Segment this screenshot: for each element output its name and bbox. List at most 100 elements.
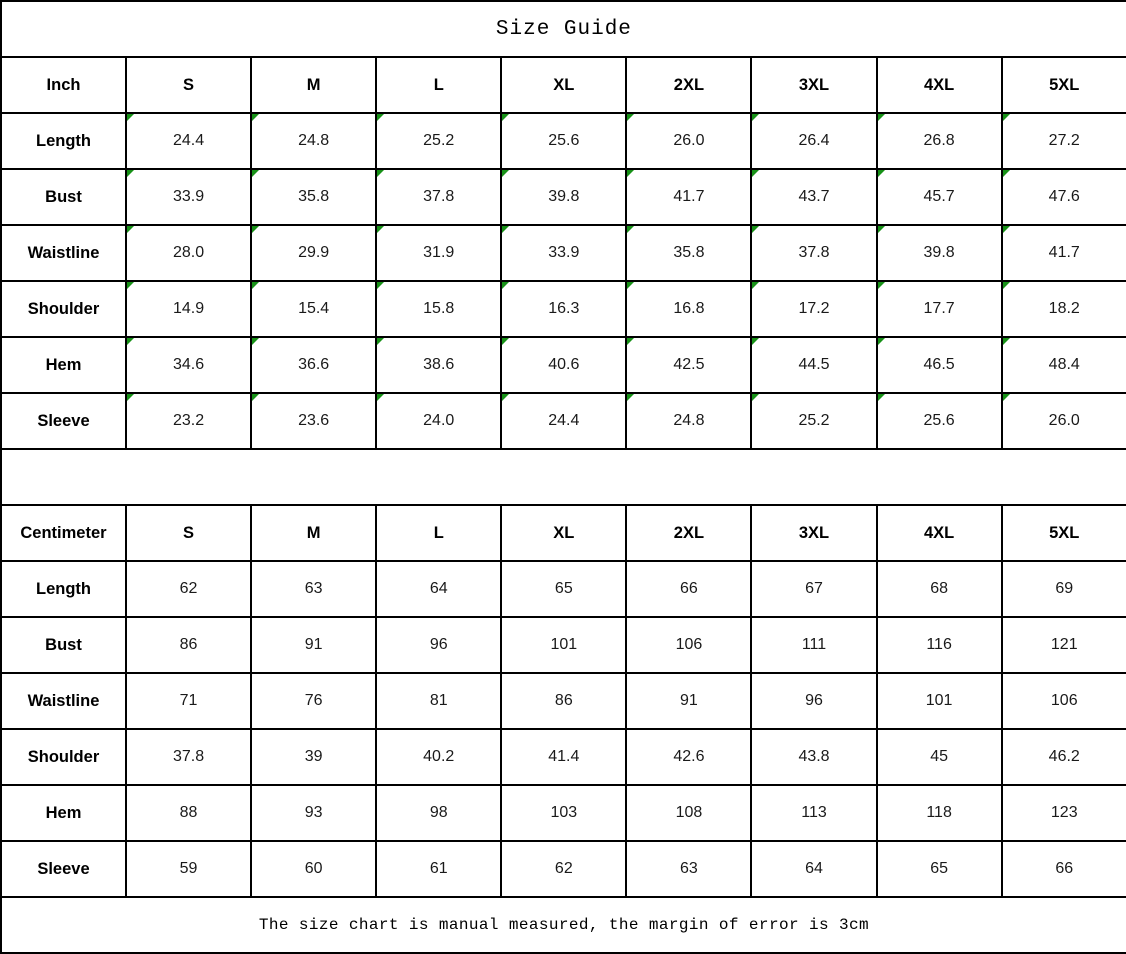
cell-cm-sleeve-s: 59: [124, 840, 253, 898]
cell-cm-hem-l: 98: [375, 784, 503, 842]
table-row: Length 62 63 64 65 66 67 68 69: [0, 560, 1126, 618]
footer-row: The size chart is manual measured, the m…: [0, 896, 1126, 954]
table-row: Length 24.4 24.8 25.2 25.6 26.0 26.4 26.…: [0, 112, 1126, 170]
cell-cm-shoulder-5xl: 46.2: [1000, 728, 1126, 786]
measurement-disclaimer: The size chart is manual measured, the m…: [0, 896, 1126, 954]
inch-unit-label: Inch: [0, 56, 127, 114]
table-row: Hem 88 93 98 103 108 113 118 123: [0, 784, 1126, 842]
cell-inch-length-l: 25.2: [375, 112, 503, 170]
cell-cm-length-2xl: 66: [625, 560, 753, 618]
cm-row-label-bust: Bust: [0, 616, 127, 674]
cell-cm-shoulder-4xl: 45: [875, 728, 1003, 786]
column-header-l: L: [375, 56, 503, 114]
cell-cm-hem-3xl: 113: [750, 784, 878, 842]
cm-column-header-4xl: 4XL: [875, 504, 1003, 562]
cell-inch-waistline-2xl: 35.8: [625, 224, 753, 282]
row-label-hem: Hem: [0, 336, 127, 394]
table-row: Waistline 28.0 29.9 31.9 33.9 35.8 37.8 …: [0, 224, 1126, 282]
cell-inch-sleeve-5xl: 26.0: [1000, 392, 1126, 450]
cell-inch-length-5xl: 27.2: [1000, 112, 1126, 170]
cell-inch-length-m: 24.8: [250, 112, 378, 170]
cell-inch-bust-5xl: 47.6: [1000, 168, 1126, 226]
cell-inch-length-4xl: 26.8: [875, 112, 1003, 170]
cell-cm-length-l: 64: [375, 560, 503, 618]
cell-cm-bust-4xl: 116: [875, 616, 1003, 674]
cell-cm-bust-l: 96: [375, 616, 503, 674]
page-title: Size Guide: [0, 0, 1126, 58]
cm-column-header-2xl: 2XL: [625, 504, 753, 562]
cell-inch-bust-s: 33.9: [124, 168, 253, 226]
cell-cm-length-s: 62: [124, 560, 253, 618]
cell-inch-sleeve-s: 23.2: [124, 392, 253, 450]
row-label-bust: Bust: [0, 168, 127, 226]
cell-inch-waistline-m: 29.9: [250, 224, 378, 282]
cell-cm-length-4xl: 68: [875, 560, 1003, 618]
cell-cm-hem-xl: 103: [500, 784, 628, 842]
cell-inch-shoulder-3xl: 17.2: [750, 280, 878, 338]
cell-cm-shoulder-l: 40.2: [375, 728, 503, 786]
spacer-row: [0, 448, 1126, 506]
cell-inch-shoulder-l: 15.8: [375, 280, 503, 338]
cell-inch-bust-xl: 39.8: [500, 168, 628, 226]
cell-cm-length-m: 63: [250, 560, 378, 618]
centimeter-unit-label: Centimeter: [0, 504, 127, 562]
cell-inch-bust-l: 37.8: [375, 168, 503, 226]
cell-cm-waistline-l: 81: [375, 672, 503, 730]
spacer-cell: [0, 448, 1126, 506]
cm-row-label-length: Length: [0, 560, 127, 618]
inch-header-row: Inch S M L XL 2XL 3XL 4XL 5XL: [0, 56, 1126, 114]
column-header-5xl: 5XL: [1000, 56, 1126, 114]
cell-cm-bust-3xl: 111: [750, 616, 878, 674]
cell-inch-hem-2xl: 42.5: [625, 336, 753, 394]
table-row: Shoulder 37.8 39 40.2 41.4 42.6 43.8 45 …: [0, 728, 1126, 786]
cell-inch-hem-xl: 40.6: [500, 336, 628, 394]
cell-cm-bust-5xl: 121: [1000, 616, 1126, 674]
cell-cm-hem-2xl: 108: [625, 784, 753, 842]
cell-inch-sleeve-l: 24.0: [375, 392, 503, 450]
cell-inch-shoulder-m: 15.4: [250, 280, 378, 338]
title-row: Size Guide: [0, 0, 1126, 58]
cell-inch-shoulder-xl: 16.3: [500, 280, 628, 338]
cell-inch-hem-5xl: 48.4: [1000, 336, 1126, 394]
cm-column-header-5xl: 5XL: [1000, 504, 1126, 562]
cell-cm-sleeve-m: 60: [250, 840, 378, 898]
table-row: Sleeve 59 60 61 62 63 64 65 66: [0, 840, 1126, 898]
cell-inch-hem-m: 36.6: [250, 336, 378, 394]
cell-cm-waistline-s: 71: [124, 672, 253, 730]
cell-cm-waistline-5xl: 106: [1000, 672, 1126, 730]
cell-cm-length-3xl: 67: [750, 560, 878, 618]
column-header-3xl: 3XL: [750, 56, 878, 114]
cm-column-header-l: L: [375, 504, 503, 562]
cell-cm-sleeve-xl: 62: [500, 840, 628, 898]
cell-inch-shoulder-s: 14.9: [124, 280, 253, 338]
cell-inch-sleeve-m: 23.6: [250, 392, 378, 450]
row-label-shoulder: Shoulder: [0, 280, 127, 338]
cell-cm-hem-5xl: 123: [1000, 784, 1126, 842]
cell-inch-sleeve-3xl: 25.2: [750, 392, 878, 450]
cell-inch-shoulder-2xl: 16.8: [625, 280, 753, 338]
cell-cm-shoulder-xl: 41.4: [500, 728, 628, 786]
cell-inch-sleeve-xl: 24.4: [500, 392, 628, 450]
cell-inch-waistline-3xl: 37.8: [750, 224, 878, 282]
cell-cm-hem-4xl: 118: [875, 784, 1003, 842]
cell-cm-bust-2xl: 106: [625, 616, 753, 674]
cell-inch-waistline-l: 31.9: [375, 224, 503, 282]
cell-cm-waistline-xl: 86: [500, 672, 628, 730]
cell-inch-waistline-4xl: 39.8: [875, 224, 1003, 282]
cell-cm-bust-m: 91: [250, 616, 378, 674]
cell-inch-hem-4xl: 46.5: [875, 336, 1003, 394]
row-label-length: Length: [0, 112, 127, 170]
cell-inch-length-3xl: 26.4: [750, 112, 878, 170]
cm-column-header-s: S: [124, 504, 253, 562]
cell-cm-shoulder-m: 39: [250, 728, 378, 786]
cell-inch-shoulder-5xl: 18.2: [1000, 280, 1126, 338]
cell-cm-bust-xl: 101: [500, 616, 628, 674]
cell-cm-waistline-2xl: 91: [625, 672, 753, 730]
cell-inch-shoulder-4xl: 17.7: [875, 280, 1003, 338]
cm-row-label-hem: Hem: [0, 784, 127, 842]
cell-cm-length-xl: 65: [500, 560, 628, 618]
centimeter-header-row: Centimeter S M L XL 2XL 3XL 4XL 5XL: [0, 504, 1126, 562]
cm-column-header-xl: XL: [500, 504, 628, 562]
